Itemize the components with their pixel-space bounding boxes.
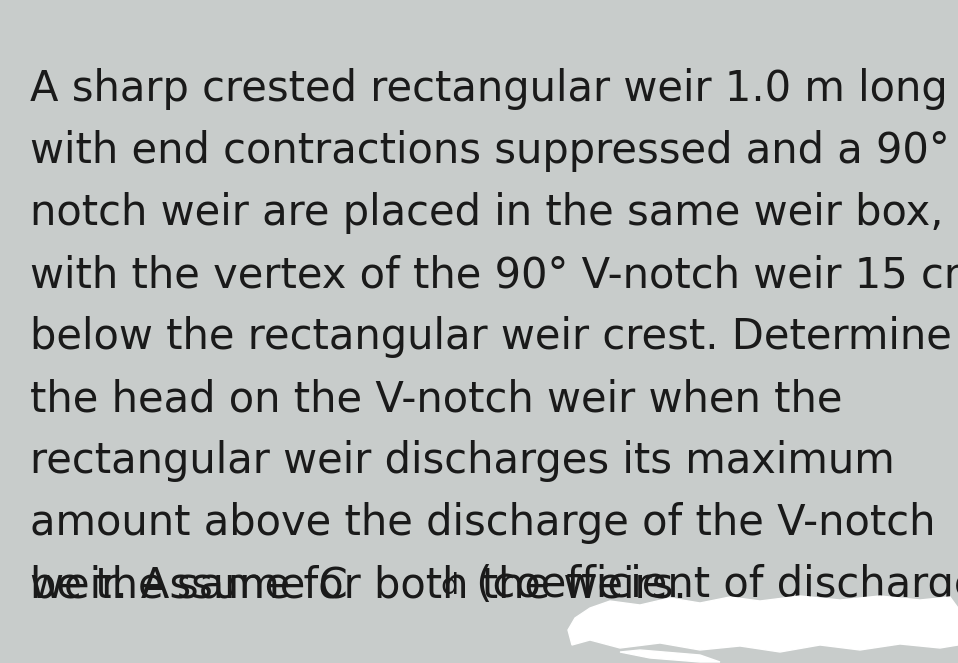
Text: notch weir are placed in the same weir box,: notch weir are placed in the same weir b… [30,192,944,234]
Text: rectangular weir discharges its maximum: rectangular weir discharges its maximum [30,440,895,482]
Polygon shape [568,596,958,652]
Text: weir. Assume C: weir. Assume C [30,564,348,606]
Text: the head on the V-notch weir when the: the head on the V-notch weir when the [30,378,842,420]
Text: A sharp crested rectangular weir 1.0 m long: A sharp crested rectangular weir 1.0 m l… [30,68,947,110]
Text: (coefficient of discharge) to: (coefficient of discharge) to [464,564,958,606]
Text: below the rectangular weir crest. Determine: below the rectangular weir crest. Determ… [30,316,952,358]
Text: with the vertex of the 90° V-notch weir 15 cm: with the vertex of the 90° V-notch weir … [30,254,958,296]
Text: be the same for both the weirs.: be the same for both the weirs. [30,564,687,606]
Polygon shape [620,650,720,662]
Text: with end contractions suppressed and a 90°: with end contractions suppressed and a 9… [30,130,949,172]
Text: d: d [440,572,458,600]
Text: amount above the discharge of the V-notch: amount above the discharge of the V-notc… [30,502,936,544]
